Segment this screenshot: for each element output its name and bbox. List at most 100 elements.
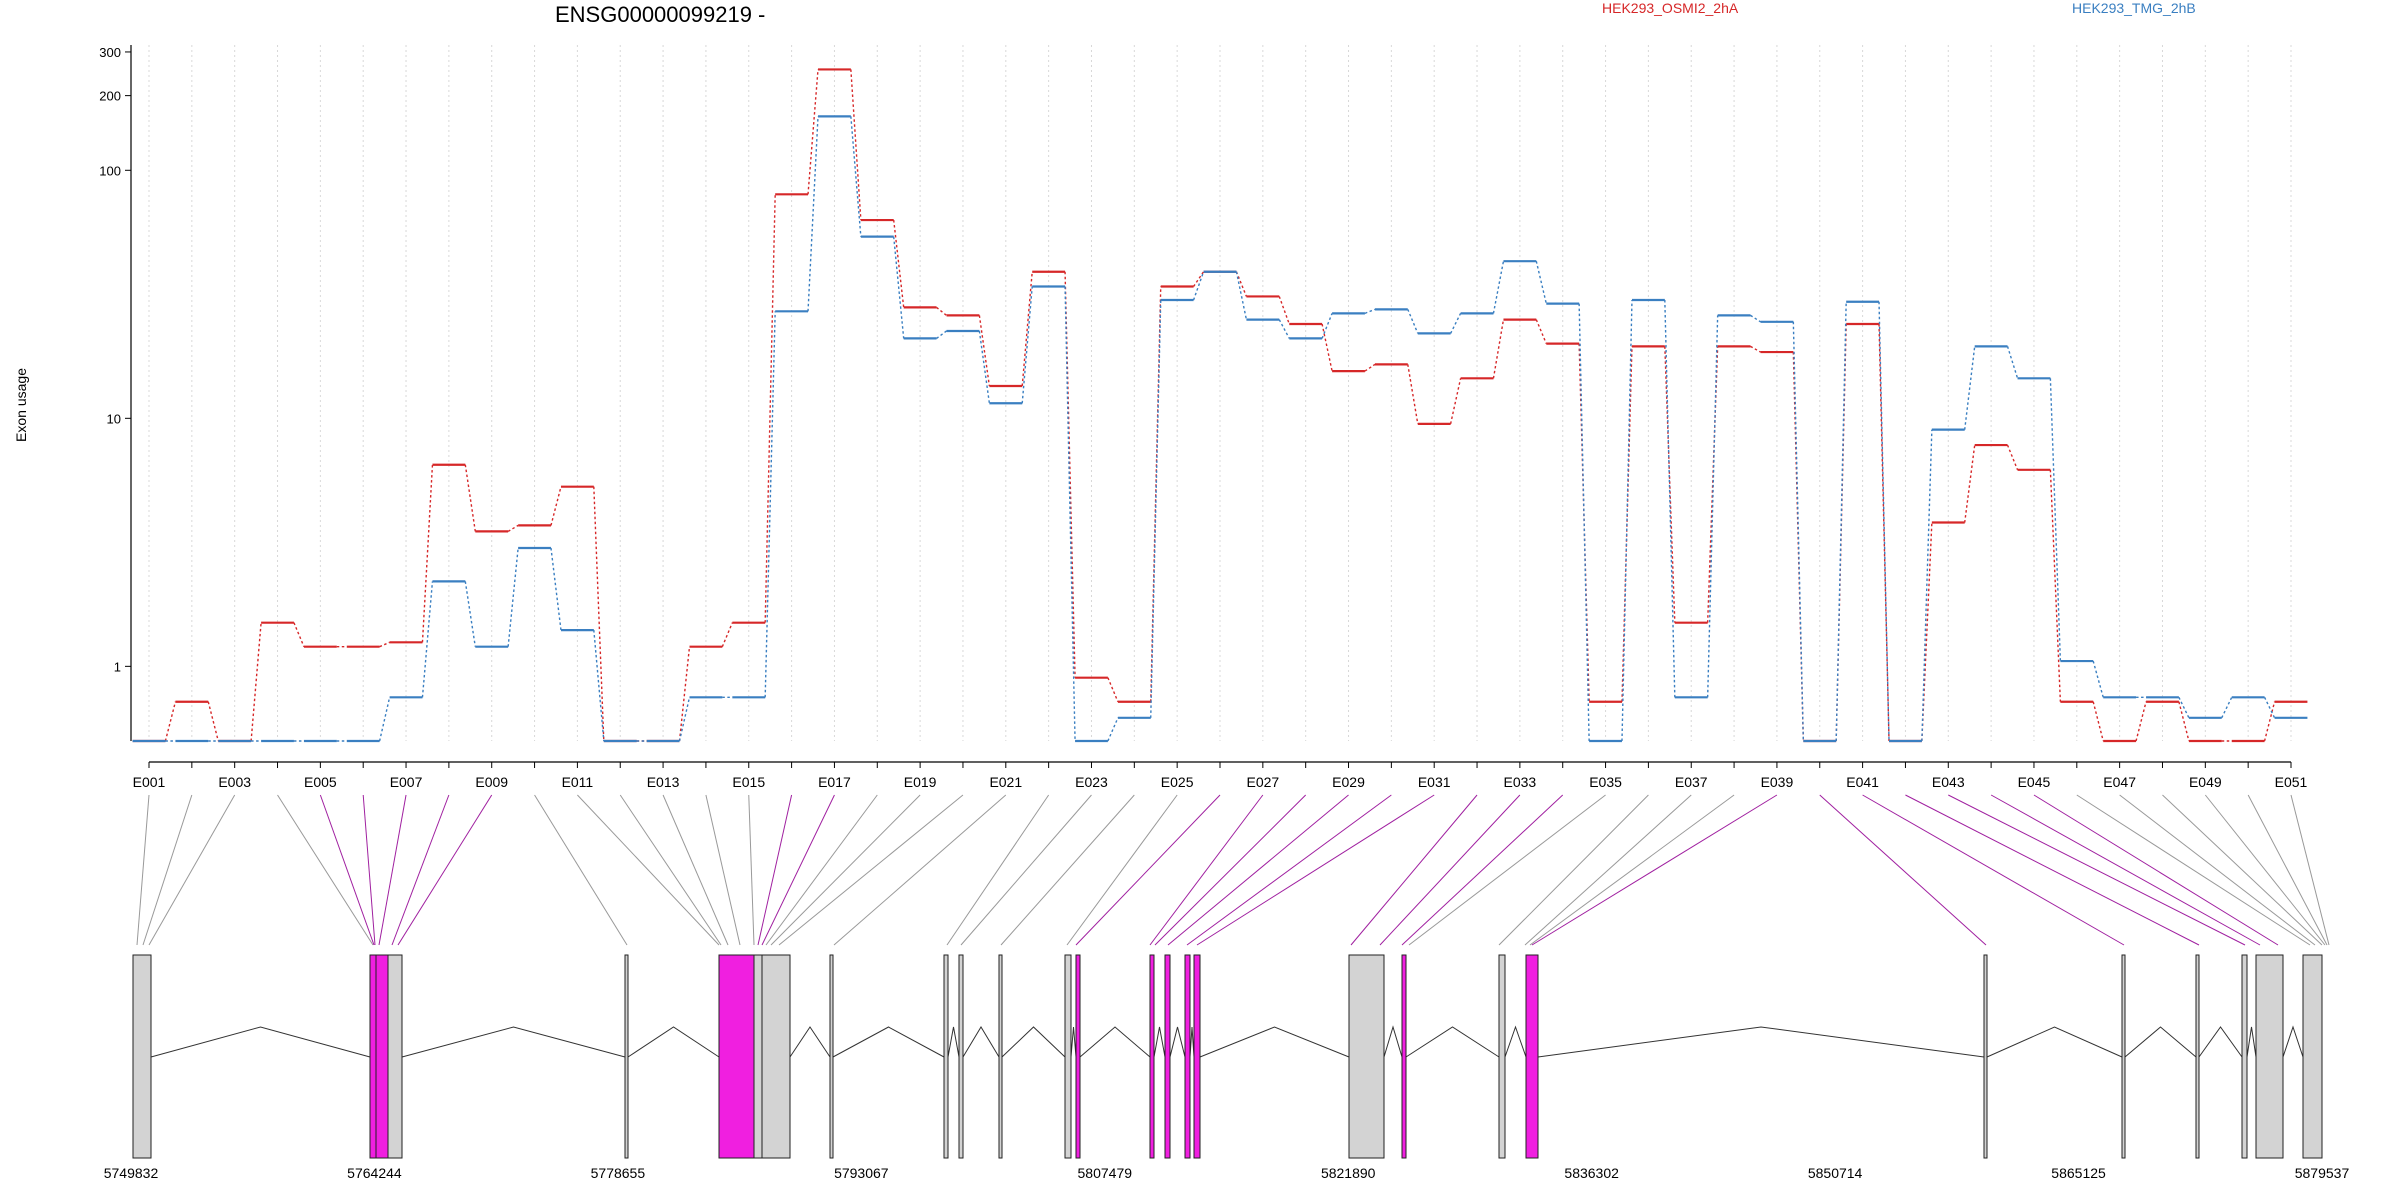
- exon-block: [998, 954, 1003, 1159]
- series-connector: [1535, 319, 1547, 344]
- series-connector: [1878, 301, 1890, 742]
- series-connector: [850, 116, 862, 237]
- series-connector: [1449, 378, 1462, 424]
- coord-label: 5879537: [2295, 1165, 2350, 1181]
- exon-link: [833, 794, 1007, 946]
- exon-block: [1064, 954, 1072, 1159]
- series-connector: [1364, 363, 1376, 372]
- series-connector: [2263, 697, 2276, 719]
- exon-link: [748, 794, 755, 946]
- exon-link: [2076, 794, 2311, 946]
- series-connector: [1706, 346, 1719, 623]
- exon-link: [946, 794, 1050, 946]
- series-connector: [1750, 345, 1761, 353]
- series-connector: [1964, 444, 1976, 523]
- series-connector: [678, 646, 691, 742]
- data-series: [132, 68, 2308, 743]
- exon-link: [619, 794, 722, 946]
- x-tick-label: E037: [1675, 774, 1708, 790]
- coord-label: 5850714: [1808, 1165, 1863, 1181]
- coord-label: 5821890: [1321, 1165, 1376, 1181]
- series-connector: [2049, 378, 2062, 662]
- series-connector: [1835, 301, 1847, 742]
- exon-link: [1154, 794, 1307, 946]
- exon-block: [387, 954, 403, 1159]
- series-connector: [1621, 299, 1633, 742]
- exon-block: [1075, 954, 1081, 1159]
- exon-link: [1524, 794, 1692, 946]
- y-tick-label: 300: [99, 45, 121, 60]
- exon-link: [577, 794, 720, 946]
- series-connector: [1021, 286, 1033, 404]
- series-connector: [2092, 660, 2104, 698]
- exon-block: [829, 954, 834, 1159]
- series-connector: [2135, 701, 2147, 742]
- series-connector: [379, 641, 390, 648]
- x-tick-label: E015: [732, 774, 765, 790]
- exon-link: [1531, 794, 1778, 946]
- series-connector: [164, 701, 177, 742]
- exon-link: [1379, 794, 1521, 946]
- x-tick-label: E047: [2103, 774, 2136, 790]
- exon-link: [662, 794, 729, 946]
- series-connector: [207, 701, 219, 742]
- x-tick-label: E041: [1846, 774, 1879, 790]
- x-tick-label: E001: [133, 774, 166, 790]
- series-connector: [1235, 271, 1248, 297]
- y-tick-label: 1: [114, 659, 121, 674]
- intron-line: [1079, 1026, 1151, 1058]
- intron-line: [1070, 1026, 1077, 1058]
- exon-link: [2162, 794, 2323, 946]
- exon-link: [757, 794, 793, 946]
- series-connector: [2178, 697, 2190, 719]
- series-connector: [593, 486, 605, 742]
- series-connector: [2006, 346, 2019, 379]
- exon-link: [136, 794, 150, 946]
- series-connector: [1492, 319, 1505, 379]
- x-tick-label: E029: [1332, 774, 1365, 790]
- exon-link: [1498, 794, 1649, 946]
- exon-block: [1193, 954, 1201, 1159]
- y-tick-label: 200: [99, 89, 121, 104]
- series-connector: [1235, 271, 1248, 320]
- exon-block: [375, 954, 389, 1159]
- series-connector: [721, 622, 733, 647]
- x-tick-label: E027: [1246, 774, 1279, 790]
- series-connector: [464, 464, 476, 532]
- series-connector: [1621, 346, 1633, 702]
- x-tick-label: E013: [647, 774, 680, 790]
- series-connector: [1407, 309, 1419, 334]
- exon-block: [132, 954, 152, 1159]
- intron-line: [1199, 1026, 1350, 1058]
- exon-block: [753, 954, 763, 1159]
- x-tick-label: E005: [304, 774, 337, 790]
- series-connector: [1021, 271, 1033, 387]
- exon-link: [1990, 794, 2261, 946]
- series-connector: [978, 315, 991, 387]
- x-tick-label: E003: [218, 774, 251, 790]
- series-connector: [550, 547, 562, 631]
- exon-block: [2302, 954, 2323, 1159]
- series-connector: [1107, 717, 1119, 742]
- series-connector: [1835, 323, 1847, 742]
- intron-line: [150, 1026, 371, 1058]
- x-tick-label: E019: [904, 774, 937, 790]
- coord-label: 5865125: [2051, 1165, 2106, 1181]
- series-connector: [1278, 296, 1290, 325]
- series-connector: [550, 486, 562, 526]
- exon-link: [1529, 794, 1735, 946]
- series-connector: [1578, 303, 1590, 742]
- coord-label: 5764244: [347, 1165, 402, 1181]
- intron-line: [401, 1026, 626, 1058]
- exon-link-lines: [136, 794, 2330, 946]
- series-connector: [1107, 677, 1119, 702]
- exon-link: [765, 794, 878, 946]
- exon-link: [1350, 794, 1478, 946]
- coord-label: 5778655: [591, 1165, 646, 1181]
- exon-link: [1167, 794, 1349, 946]
- exon-link: [770, 794, 921, 946]
- series-connector: [250, 622, 262, 742]
- y-tick-label: 100: [99, 163, 121, 178]
- x-tick-label: E035: [1589, 774, 1622, 790]
- intron-line: [1189, 1026, 1195, 1058]
